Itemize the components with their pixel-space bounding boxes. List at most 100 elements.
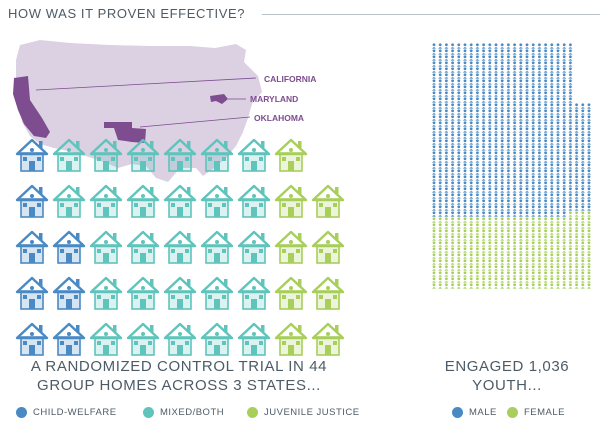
youth-male-figure	[481, 73, 486, 79]
youth-male-figure	[444, 61, 449, 67]
youth-male-figure	[531, 169, 536, 175]
youth-female-figure	[512, 265, 517, 271]
youth-female-figure	[556, 265, 560, 271]
youth-male-figure	[518, 103, 523, 109]
youth-female-figure	[456, 223, 461, 229]
youth-male-figure	[587, 193, 591, 199]
house-mixed-both-r4-c6	[237, 322, 271, 356]
youth-male-figure	[587, 175, 591, 181]
legend-swatch-child-welfare	[16, 406, 27, 418]
youth-male-figure	[543, 55, 548, 61]
youth-male-figure	[512, 103, 517, 109]
youth-male-figure	[450, 85, 455, 91]
house-child-welfare-r2-c1	[52, 230, 86, 264]
youth-grid	[432, 43, 591, 289]
youth-male-figure	[512, 187, 517, 193]
youth-male-figure	[444, 121, 449, 127]
house-child-welfare-r0-c0	[15, 138, 49, 172]
youth-female-figure	[531, 241, 536, 247]
youth-female-figure	[438, 217, 443, 223]
youth-male-figure	[500, 145, 505, 151]
youth-male-figure	[456, 175, 461, 181]
youth-female-figure	[549, 229, 554, 235]
youth-male-figure	[438, 145, 443, 151]
youth-male-figure	[475, 67, 480, 73]
youth-female-figure	[438, 259, 443, 265]
youth-male-figure	[506, 169, 511, 175]
youth-male-figure	[525, 145, 529, 151]
youth-female-figure	[456, 259, 461, 265]
youth-male-figure	[450, 199, 455, 205]
youth-male-figure	[432, 79, 436, 85]
youth-male-figure	[568, 97, 573, 103]
youth-male-figure	[432, 91, 436, 97]
youth-female-figure	[450, 277, 455, 283]
youth-male-figure	[556, 61, 560, 67]
youth-female-figure	[494, 223, 498, 229]
youth-male-figure	[574, 145, 579, 151]
youth-male-figure	[574, 205, 579, 211]
youth-male-figure	[438, 205, 443, 211]
youth-female-figure	[549, 223, 554, 229]
youth-male-figure	[475, 181, 480, 187]
youth-male-figure	[500, 91, 505, 97]
youth-male-figure	[444, 85, 449, 91]
youth-female-figure	[543, 259, 548, 265]
youth-male-figure	[556, 151, 560, 157]
youth-male-figure	[432, 73, 436, 79]
youth-male-figure	[450, 133, 455, 139]
youth-female-figure	[518, 277, 523, 283]
house-mixed-both-r4-c3	[126, 322, 160, 356]
youth-male-figure	[543, 175, 548, 181]
youth-male-figure	[531, 121, 536, 127]
youth-male-figure	[531, 115, 536, 121]
youth-male-figure	[506, 43, 511, 49]
youth-male-figure	[518, 79, 523, 85]
youth-female-figure	[456, 265, 461, 271]
youth-male-figure	[494, 121, 498, 127]
youth-male-figure	[525, 133, 529, 139]
youth-male-figure	[537, 127, 542, 133]
youth-female-figure	[587, 229, 591, 235]
youth-male-figure	[562, 139, 567, 145]
group-homes-grid	[15, 138, 345, 356]
youth-female-figure	[587, 223, 591, 229]
youth-male-figure	[562, 121, 567, 127]
youth-female-figure	[506, 229, 511, 235]
youth-female-figure	[587, 259, 591, 265]
youth-female-figure	[543, 217, 548, 223]
youth-male-figure	[574, 121, 579, 127]
youth-male-figure	[456, 85, 461, 91]
youth-male-figure	[587, 121, 591, 127]
youth-male-figure	[512, 91, 517, 97]
youth-female-figure	[463, 223, 467, 229]
youth-male-figure	[562, 91, 567, 97]
youth-female-figure	[512, 241, 517, 247]
youth-female-figure	[587, 211, 591, 217]
youth-male-figure	[469, 193, 474, 199]
youth-male-figure	[469, 151, 474, 157]
youth-female-figure	[543, 253, 548, 259]
youth-female-figure	[518, 223, 523, 229]
youth-female-figure	[469, 217, 474, 223]
youth-female-figure	[500, 217, 505, 223]
youth-male-figure	[549, 133, 554, 139]
youth-male-figure	[568, 175, 573, 181]
youth-male-figure	[475, 61, 480, 67]
youth-male-figure	[543, 187, 548, 193]
youth-male-figure	[494, 169, 498, 175]
youth-male-figure	[475, 169, 480, 175]
youth-male-figure	[481, 109, 486, 115]
youth-female-figure	[587, 277, 591, 283]
youth-male-figure	[500, 169, 505, 175]
youth-male-figure	[568, 55, 573, 61]
youth-male-figure	[432, 169, 436, 175]
youth-male-figure	[568, 187, 573, 193]
youth-female-figure	[475, 253, 480, 259]
youth-male-figure	[432, 199, 436, 205]
youth-female-figure	[444, 277, 449, 283]
youth-male-figure	[543, 193, 548, 199]
youth-female-figure	[543, 271, 548, 277]
youth-male-figure	[438, 109, 443, 115]
youth-male-figure	[481, 163, 486, 169]
